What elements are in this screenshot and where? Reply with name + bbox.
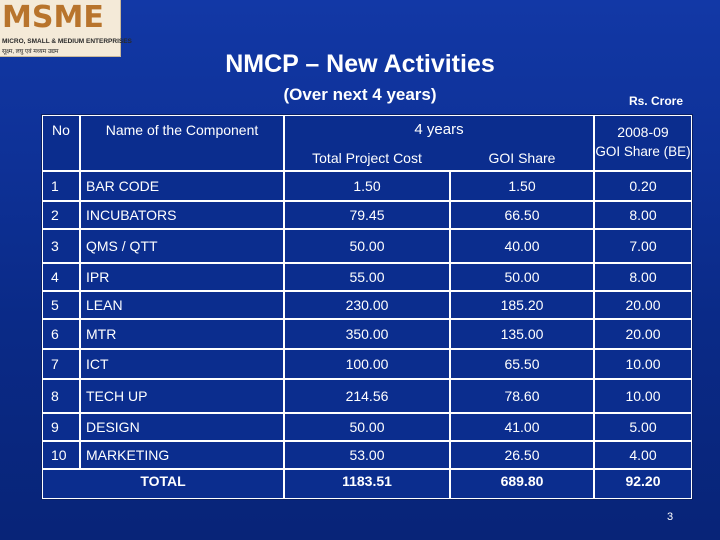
unit-label: Rs. Crore [628, 94, 683, 108]
cell-no: 6 [43, 320, 79, 348]
cell-component-name: BAR CODE [81, 172, 283, 200]
cell-no: 9 [43, 414, 79, 440]
cell-total-project-cost: 350.00 [285, 320, 449, 348]
cell-component-name: TECH UP [81, 380, 283, 412]
cell-no: 2 [43, 202, 79, 228]
total-goi-share: 689.80 [451, 470, 593, 498]
cell-goi-share: 66.50 [451, 202, 593, 228]
cell-component-name: QMS / QTT [81, 230, 283, 262]
cell-component-name: MTR [81, 320, 283, 348]
cell-total-project-cost: 100.00 [285, 350, 449, 378]
cell-total-project-cost: 214.56 [285, 380, 449, 412]
cell-component-name: INCUBATORS [81, 202, 283, 228]
total-goi-share-be: 92.20 [595, 470, 691, 498]
cell-component-name: MARKETING [81, 442, 283, 468]
cell-component-name: ICT [81, 350, 283, 378]
header-name: Name of the Component [81, 116, 283, 170]
header-years-label: 4 years [414, 121, 464, 138]
cell-goi-share: 26.50 [451, 442, 593, 468]
cell-total-project-cost: 230.00 [285, 292, 449, 318]
header-no: No [43, 116, 79, 170]
cell-goi-share: 65.50 [451, 350, 593, 378]
cell-no: 8 [43, 380, 79, 412]
header-be-label: GOI Share (BE) [595, 144, 691, 159]
cell-total-project-cost: 55.00 [285, 264, 449, 290]
slide-subtitle: (Over next 4 years) [283, 85, 437, 104]
cell-goi-share-be: 20.00 [595, 320, 691, 348]
cell-goi-share-be: 8.00 [595, 202, 691, 228]
cell-no: 10 [43, 442, 79, 468]
page-number: 3 [667, 511, 674, 523]
cell-goi-share: 40.00 [451, 230, 593, 262]
cell-no: 4 [43, 264, 79, 290]
logo-mark: MSME [2, 0, 104, 35]
cell-component-name: DESIGN [81, 414, 283, 440]
header-tpc-label: Total Project Cost [312, 150, 422, 166]
cell-goi-share-be: 4.00 [595, 442, 691, 468]
cell-total-project-cost: 53.00 [285, 442, 449, 468]
cell-component-name: IPR [81, 264, 283, 290]
cell-goi-share-be: 7.00 [595, 230, 691, 262]
cell-total-project-cost: 50.00 [285, 414, 449, 440]
cell-component-name: LEAN [81, 292, 283, 318]
header-goi-share: GOI Share [451, 148, 593, 170]
logo-line-english: MICRO, SMALL & MEDIUM ENTERPRISES [2, 38, 132, 45]
activities-table: No Name of the Component 4 years Total P… [41, 114, 693, 500]
cell-goi-share: 50.00 [451, 264, 593, 290]
cell-goi-share: 135.00 [451, 320, 593, 348]
cell-goi-share-be: 10.00 [595, 380, 691, 412]
cell-goi-share-be: 8.00 [595, 264, 691, 290]
cell-no: 7 [43, 350, 79, 378]
cell-no: 5 [43, 292, 79, 318]
total-label: TOTAL [43, 470, 283, 498]
msme-logo: MSME MICRO, SMALL & MEDIUM ENTERPRISES स… [0, 0, 132, 57]
cell-total-project-cost: 79.45 [285, 202, 449, 228]
logo-line-hindi: सूक्ष्म, लघु एवं मध्यम उद्यम [2, 49, 59, 55]
cell-no: 3 [43, 230, 79, 262]
cell-goi-share: 78.60 [451, 380, 593, 412]
cell-goi-share: 185.20 [451, 292, 593, 318]
header-no-label: No [52, 122, 70, 138]
cell-total-project-cost: 1.50 [285, 172, 449, 200]
cell-total-project-cost: 50.00 [285, 230, 449, 262]
cell-goi-share-be: 0.20 [595, 172, 691, 200]
total-project-cost: 1183.51 [285, 470, 449, 498]
header-be: 2008-09 GOI Share (BE) [595, 116, 691, 170]
cell-goi-share: 41.00 [451, 414, 593, 440]
header-total-project-cost: Total Project Cost [285, 148, 449, 170]
cell-goi-share-be: 20.00 [595, 292, 691, 318]
header-name-label: Name of the Component [105, 122, 259, 138]
header-goi-label: GOI Share [488, 150, 556, 166]
cell-goi-share: 1.50 [451, 172, 593, 200]
cell-goi-share-be: 10.00 [595, 350, 691, 378]
cell-no: 1 [43, 172, 79, 200]
header-be-year: 2008-09 [617, 124, 669, 140]
cell-goi-share-be: 5.00 [595, 414, 691, 440]
slide-title: NMCP – New Activities [225, 50, 495, 78]
